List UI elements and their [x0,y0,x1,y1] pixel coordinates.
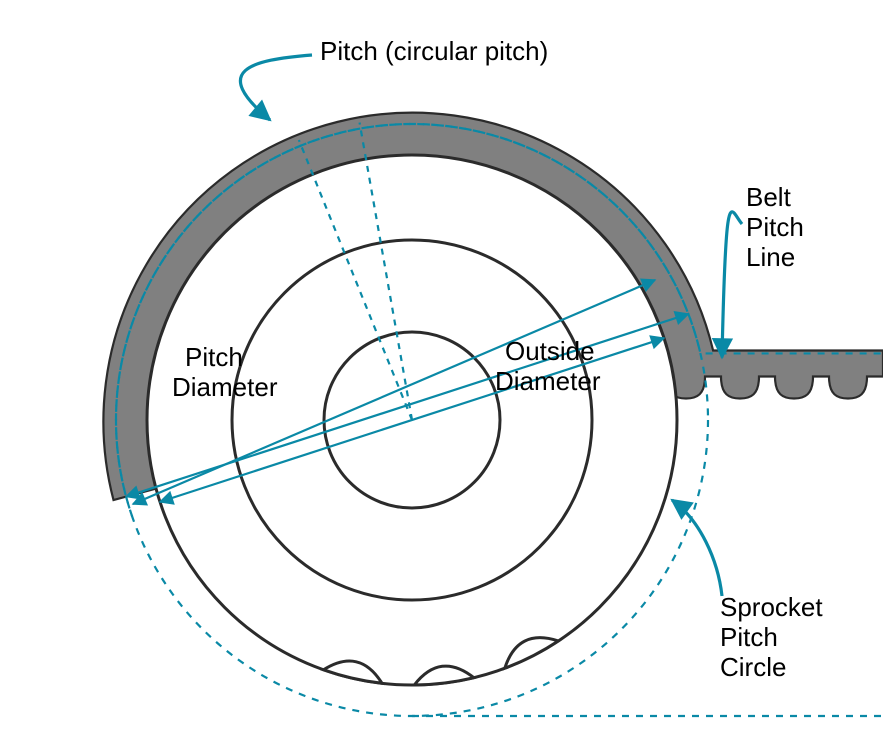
pitch-circular-label: Pitch (circular pitch) [320,36,548,66]
sprocket-pitch-circle-label-2: Pitch [720,622,778,652]
outside-diameter-label-1: Outside [505,336,595,366]
sprocket-pitch-diagram: Pitch (circular pitch) Belt Pitch Line P… [0,0,883,756]
belt-pitch-line-label-2: Pitch [746,212,804,242]
belt-pitch-line-callout [722,212,742,358]
belt-pitch-line-label-1: Belt [746,182,792,212]
outside-diameter-label-2: Diameter [495,366,601,396]
pitch-circular-callout [240,55,312,120]
pitch-diameter-label-2: Diameter [172,372,278,402]
pitch-diameter-label-1: Pitch [185,342,243,372]
sprocket-pitch-circle-label-3: Circle [720,652,786,682]
sprocket-pitch-circle-label-1: Sprocket [720,592,823,622]
belt-pitch-line-label-3: Line [746,242,795,272]
